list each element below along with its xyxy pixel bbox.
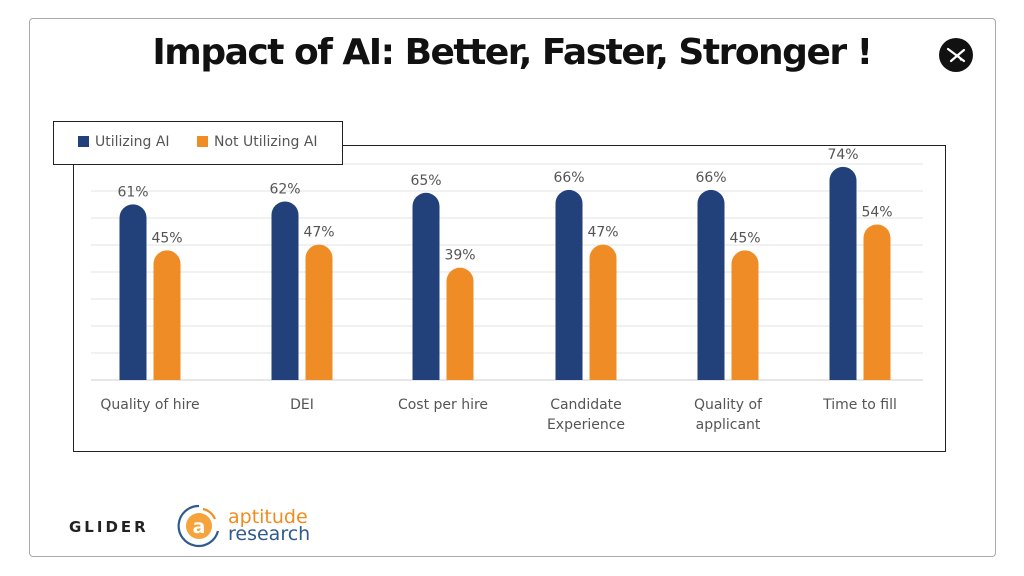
bar-utilizing-ai (119, 204, 147, 380)
bar-not-utilizing-ai (305, 244, 333, 380)
bar-utilizing-ai (697, 189, 725, 380)
data-label: 74% (827, 147, 858, 163)
category-label: Quality of hire (100, 397, 199, 413)
category-label: Candidate (550, 397, 622, 413)
bar-utilizing-ai (829, 166, 857, 380)
legend-label-utilizing: Utilizing AI (95, 134, 170, 150)
glider-logo-icon (939, 38, 973, 72)
aptitude-logo-letter: a (193, 516, 206, 538)
bar-not-utilizing-ai (863, 224, 891, 380)
data-label: 66% (695, 170, 726, 186)
data-label: 65% (410, 173, 441, 189)
bar-not-utilizing-ai (589, 244, 617, 380)
data-label: 45% (151, 230, 182, 246)
category-label: applicant (696, 417, 761, 433)
data-label: 47% (303, 225, 334, 241)
bar-utilizing-ai (271, 201, 299, 380)
data-label: 66% (553, 170, 584, 186)
bar-not-utilizing-ai (153, 250, 181, 380)
chart-legend: Utilizing AI Not Utilizing AI (53, 121, 343, 165)
bar-not-utilizing-ai (731, 250, 759, 380)
aptitude-brand-word: aptitude (228, 506, 308, 528)
chart-frame (73, 145, 946, 452)
category-label: Experience (547, 417, 625, 433)
data-label: 54% (861, 204, 892, 220)
bar-not-utilizing-ai (446, 267, 474, 380)
bar-utilizing-ai (555, 189, 583, 380)
slide-title: Impact of AI: Better, Faster, Stronger ! (152, 32, 873, 73)
legend-label-not-utilizing: Not Utilizing AI (214, 134, 318, 150)
category-label: DEI (290, 397, 314, 413)
category-label: Cost per hire (398, 397, 488, 413)
category-label: Time to fill (822, 397, 897, 413)
category-label: Quality of (694, 397, 763, 413)
data-label: 39% (444, 248, 475, 264)
data-label: 45% (729, 230, 760, 246)
data-label: 62% (269, 181, 300, 197)
aptitude-logo-icon: a (177, 503, 225, 554)
data-label: 61% (117, 184, 148, 200)
data-label: 47% (587, 225, 618, 241)
legend-item-utilizing: Utilizing AI (78, 134, 170, 150)
legend-swatch-utilizing (78, 136, 89, 147)
legend-item-not-utilizing: Not Utilizing AI (197, 134, 318, 150)
bar-utilizing-ai (412, 192, 440, 380)
legend-swatch-not-utilizing (197, 136, 208, 147)
glider-brand-text: GLIDER (69, 518, 149, 536)
research-brand-word: research (228, 523, 311, 545)
